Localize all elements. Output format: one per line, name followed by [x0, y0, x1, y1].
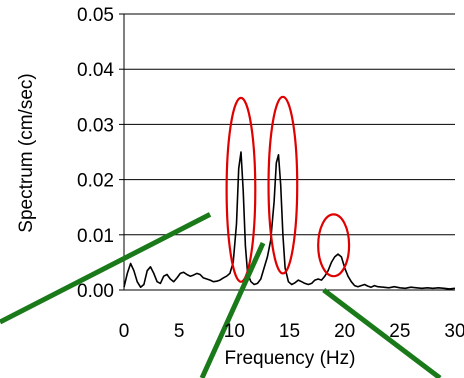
- x-tick-label: 30: [444, 321, 464, 342]
- y-tick-label: 0.02: [77, 171, 114, 192]
- peak-highlight-ellipse: [267, 95, 299, 275]
- y-tick-label: 0.01: [77, 226, 114, 247]
- highlight-layer: [225, 95, 351, 283]
- x-tick-label: 25: [389, 321, 410, 342]
- y-tick-label: 0.03: [77, 115, 114, 136]
- y-tick-label: 0.05: [77, 5, 114, 26]
- axes: [119, 13, 455, 291]
- x-axis-title: Frequency (Hz): [225, 348, 356, 369]
- x-tick-label: 5: [174, 321, 185, 342]
- peak-highlight-ellipse: [317, 213, 351, 278]
- x-tick-label: 20: [334, 321, 355, 342]
- grid-lines: [124, 13, 455, 236]
- x-tick-label: 10: [224, 321, 245, 342]
- series-layer: [123, 151, 456, 290]
- spectrum-series-line: [123, 151, 456, 290]
- tick-labels: 0.00 0.01 0.02 0.03 0.04 0.05 0 5 10 15 20 25 30: [77, 5, 464, 342]
- x-tick-label: 0: [119, 321, 130, 342]
- x-tick-label: 15: [279, 321, 300, 342]
- pointer-line: [0, 212, 212, 325]
- pointer-line: [199, 242, 266, 378]
- y-tick-label: 0.00: [77, 281, 114, 302]
- peak-highlight-ellipse: [225, 96, 257, 283]
- pointer-layer: [0, 212, 442, 378]
- y-axis-title: Spectrum (cm/sec): [16, 73, 37, 232]
- y-tick-label: 0.04: [77, 60, 114, 81]
- pointer-line: [322, 288, 442, 378]
